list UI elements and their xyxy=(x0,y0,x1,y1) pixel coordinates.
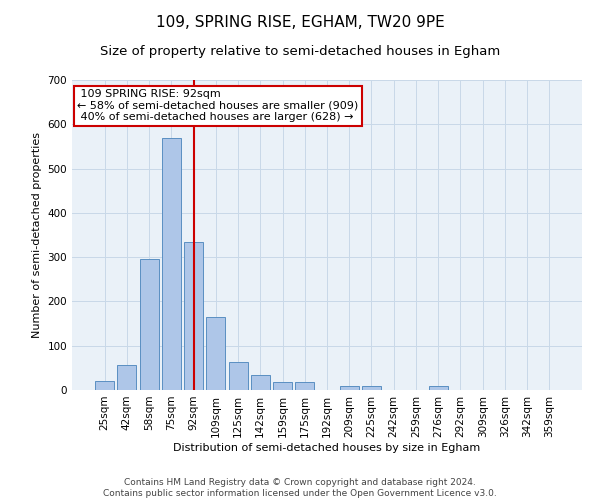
Bar xyxy=(362,386,381,390)
Text: Size of property relative to semi-detached houses in Egham: Size of property relative to semi-detach… xyxy=(100,45,500,58)
Bar xyxy=(118,365,136,390)
Text: 109 SPRING RISE: 92sqm
← 58% of semi-detached houses are smaller (909)
 40% of s: 109 SPRING RISE: 92sqm ← 58% of semi-det… xyxy=(77,90,358,122)
Bar xyxy=(162,138,181,390)
Bar xyxy=(273,382,292,390)
Bar xyxy=(95,381,114,390)
Bar xyxy=(206,317,225,390)
Text: Contains HM Land Registry data © Crown copyright and database right 2024.
Contai: Contains HM Land Registry data © Crown c… xyxy=(103,478,497,498)
Bar xyxy=(229,362,248,390)
X-axis label: Distribution of semi-detached houses by size in Egham: Distribution of semi-detached houses by … xyxy=(173,442,481,452)
Bar xyxy=(140,260,158,390)
Bar xyxy=(251,374,270,390)
Y-axis label: Number of semi-detached properties: Number of semi-detached properties xyxy=(32,132,42,338)
Bar xyxy=(184,242,203,390)
Text: 109, SPRING RISE, EGHAM, TW20 9PE: 109, SPRING RISE, EGHAM, TW20 9PE xyxy=(155,15,445,30)
Bar xyxy=(295,382,314,390)
Bar xyxy=(429,386,448,390)
Bar xyxy=(340,386,359,390)
